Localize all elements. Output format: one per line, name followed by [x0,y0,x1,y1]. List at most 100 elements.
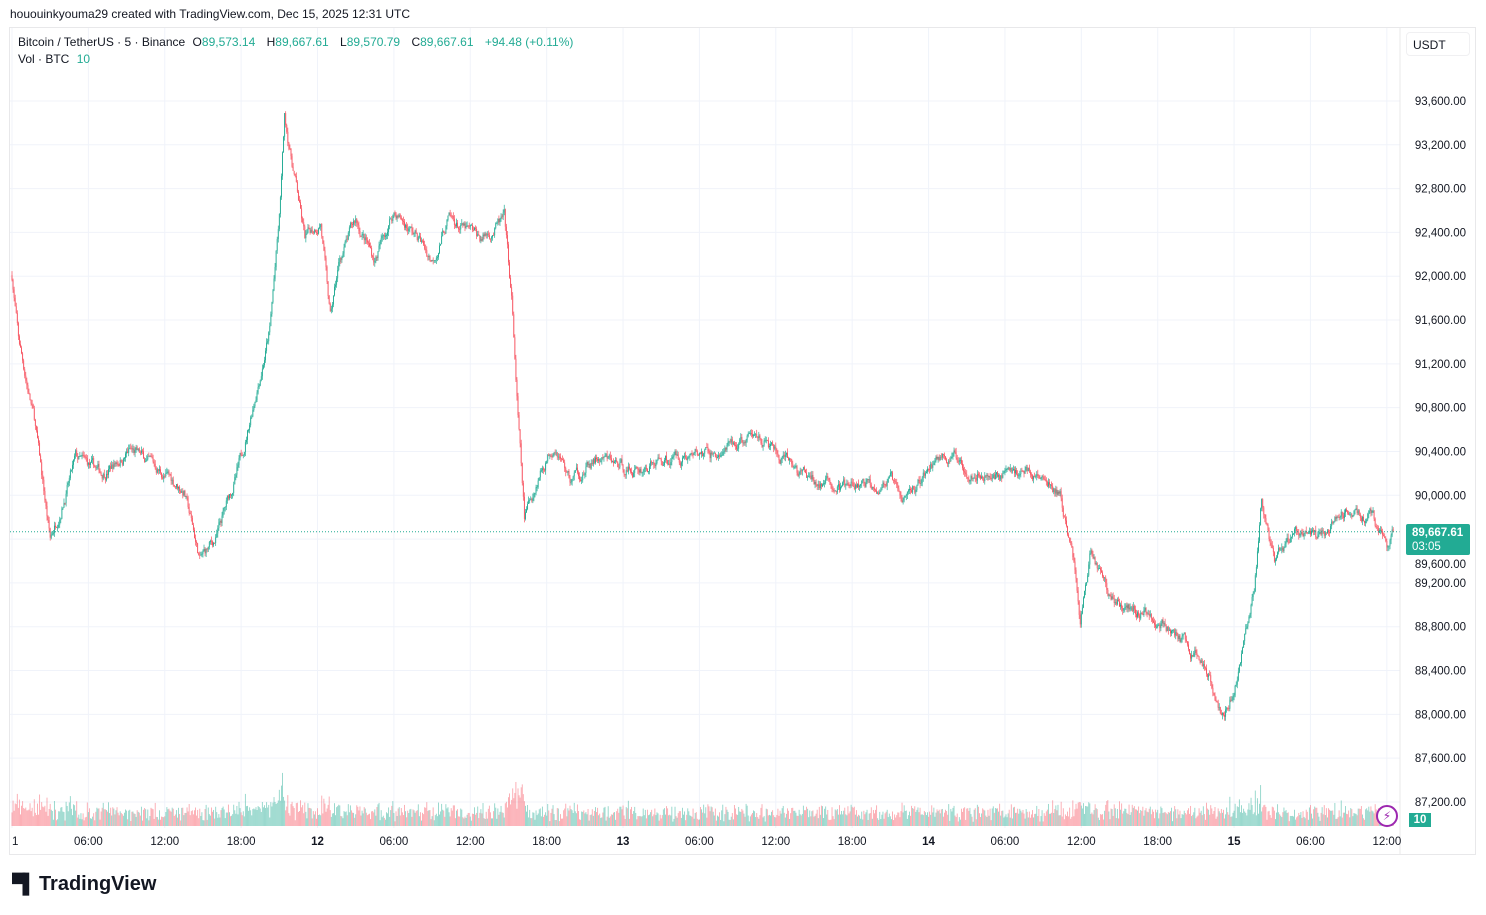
candle [1067,525,1068,537]
candle [208,540,210,550]
volume-bar [747,815,749,826]
time-tick-label: 18:00 [532,836,561,848]
candle [1003,470,1005,474]
volume-bar [1293,816,1294,826]
volume-bar [919,807,921,826]
candle [348,225,350,237]
volume-bar [1149,806,1151,826]
volume-bar [346,815,348,826]
candle [244,439,246,457]
candle [11,271,13,282]
candle [133,445,135,456]
volume-bar [785,813,787,826]
candle [164,474,166,479]
candle [779,459,781,465]
candle [662,461,664,467]
volume-bar [173,815,175,826]
candle [1322,528,1324,534]
volume-label[interactable]: Vol · BTC [18,52,70,66]
candle [668,459,670,466]
candle [828,477,830,483]
candle [962,460,963,471]
currency-button[interactable]: USDT [1406,32,1470,56]
candle [1192,654,1194,658]
candle [212,540,213,548]
candle [692,452,694,459]
volume-bar [1376,821,1378,826]
volume-bar [743,813,745,826]
volume-bar [1340,800,1342,826]
candle [1081,604,1083,615]
volume-bar [705,807,707,826]
lightning-icon[interactable]: ⚡ [1376,805,1398,827]
candle [866,478,868,485]
volume-bar [625,807,627,826]
volume-bar [1311,813,1312,826]
candle [1368,510,1370,519]
volume-bar [340,815,342,826]
volume-bar [1190,805,1192,826]
volume-bar [1017,808,1019,826]
volume-bar [512,788,514,826]
candle [967,476,969,482]
volume-bar [602,812,604,826]
volume-bar [1151,809,1153,826]
volume-bar [172,808,174,826]
volume-bar [1316,807,1318,826]
candle [233,481,235,497]
candle [247,429,248,445]
volume-bar [1273,810,1275,826]
volume-bar [511,799,513,826]
candle [41,459,43,480]
candle [1355,504,1357,511]
volume-bar [459,816,461,826]
candle [653,459,655,469]
volume-bar [1268,810,1270,826]
volume-bar [847,806,849,826]
candle [698,452,700,460]
volume-bar [685,820,687,826]
candle [82,450,84,458]
candle [686,455,688,461]
candle [1110,591,1112,601]
candle [83,451,85,459]
candle [57,524,59,532]
symbol-title[interactable]: Bitcoin / TetherUS · 5 · Binance [18,35,186,49]
candle [335,280,337,291]
candle [844,477,846,488]
candle [951,452,953,459]
time-axis[interactable]: 1 06:00 12:00 18:00 12 06:00 12:00 18:00 13 06:00… [12,836,1401,848]
candle [152,454,154,464]
volume-bar [513,798,515,826]
volume-bar [963,808,965,826]
volume-bar [1038,809,1040,826]
volume-bar [1320,812,1322,826]
volume-bar [653,814,655,826]
volume-bar [476,812,478,826]
volume-bar [383,817,385,826]
candle [817,480,819,491]
candle [301,205,303,223]
candle [801,469,803,476]
volume-bar [529,809,531,826]
candle [203,544,205,552]
tradingview-logo[interactable]: ▀▌ TradingView [12,873,156,896]
candle [225,497,227,511]
candle [579,472,580,483]
candle [172,476,174,487]
volume-bar [474,807,475,826]
volume-bar [458,816,460,826]
price-axis[interactable]: 87,200.0087,600.0088,000.0088,400.0088,8… [1415,96,1466,809]
volume-bar [558,821,560,826]
volume-bar [188,803,190,826]
volume-bar [523,801,525,826]
candle [100,471,102,476]
candle [945,456,946,461]
candle [369,239,370,248]
candle [80,455,82,457]
volume-bar [636,819,638,826]
volume-bar [817,818,819,826]
candle [601,457,603,465]
candle [221,511,223,527]
